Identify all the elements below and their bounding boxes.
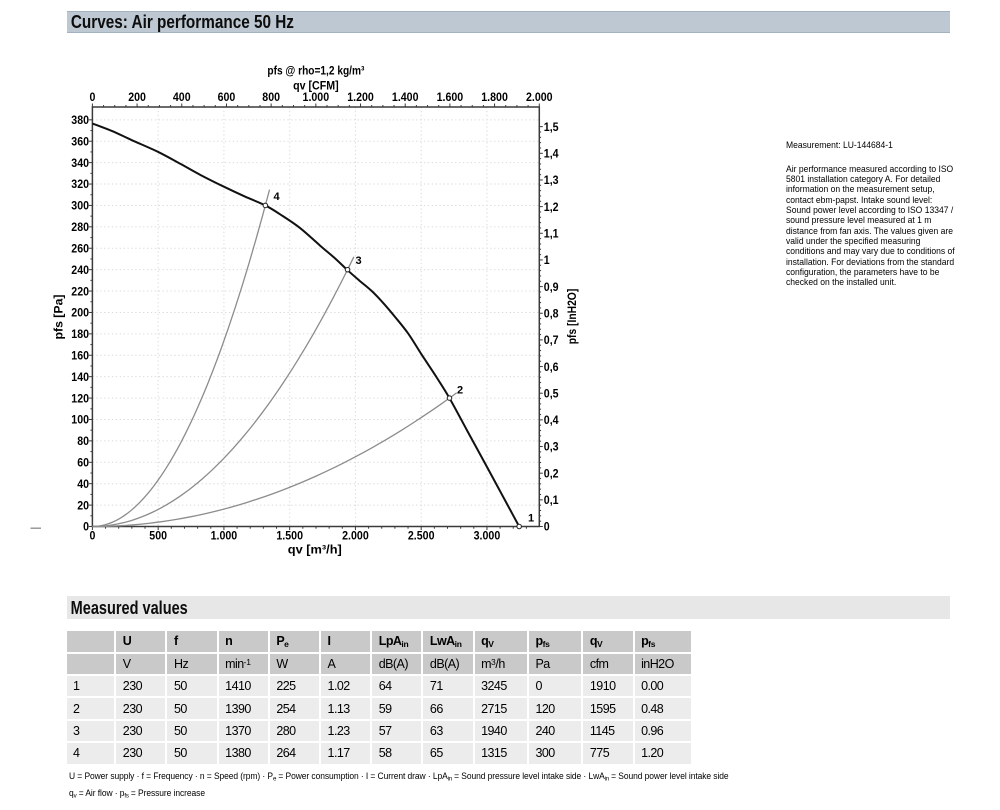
svg-text:0,9: 0,9 xyxy=(544,280,559,294)
svg-text:200: 200 xyxy=(71,306,89,320)
svg-text:140: 140 xyxy=(71,370,89,384)
svg-text:3: 3 xyxy=(355,255,361,267)
svg-text:1,4: 1,4 xyxy=(544,147,559,161)
svg-text:1,5: 1,5 xyxy=(544,120,559,134)
svg-text:160: 160 xyxy=(71,348,89,362)
svg-text:600: 600 xyxy=(218,90,236,104)
svg-text:qv [m³/h]: qv [m³/h] xyxy=(288,543,342,557)
svg-text:0: 0 xyxy=(544,520,550,534)
svg-text:0,7: 0,7 xyxy=(544,333,559,347)
svg-text:100: 100 xyxy=(71,413,89,427)
svg-text:60: 60 xyxy=(77,455,89,469)
svg-text:200: 200 xyxy=(128,90,146,104)
svg-text:380: 380 xyxy=(71,113,89,127)
svg-text:1.200: 1.200 xyxy=(347,90,374,104)
svg-text:240: 240 xyxy=(71,263,89,277)
svg-text:1: 1 xyxy=(544,253,550,267)
svg-text:0,8: 0,8 xyxy=(544,306,559,320)
svg-text:40: 40 xyxy=(77,477,89,491)
svg-text:80: 80 xyxy=(77,434,89,448)
svg-text:2.000: 2.000 xyxy=(526,90,553,104)
svg-text:1,2: 1,2 xyxy=(544,200,559,214)
svg-text:0: 0 xyxy=(89,90,95,104)
svg-text:0,3: 0,3 xyxy=(544,440,559,454)
svg-text:320: 320 xyxy=(71,177,89,191)
svg-text:260: 260 xyxy=(71,241,89,255)
svg-text:4: 4 xyxy=(273,191,280,203)
svg-text:300: 300 xyxy=(71,199,89,213)
svg-text:0,1: 0,1 xyxy=(544,493,559,507)
svg-text:1.600: 1.600 xyxy=(437,90,464,104)
svg-text:360: 360 xyxy=(71,134,89,148)
svg-text:0: 0 xyxy=(83,520,89,534)
svg-text:800: 800 xyxy=(262,90,280,104)
svg-text:1.000: 1.000 xyxy=(211,529,238,543)
svg-text:1,3: 1,3 xyxy=(544,173,559,187)
svg-text:pfs [InH2O]: pfs [InH2O] xyxy=(565,289,579,345)
svg-text:2.000: 2.000 xyxy=(342,529,369,543)
svg-text:2.500: 2.500 xyxy=(408,529,435,543)
svg-text:220: 220 xyxy=(71,284,89,298)
svg-text:pfs [Pa]: pfs [Pa] xyxy=(52,295,66,340)
svg-text:0,2: 0,2 xyxy=(544,466,559,480)
svg-text:180: 180 xyxy=(71,327,89,341)
svg-text:20: 20 xyxy=(77,498,89,512)
svg-text:1: 1 xyxy=(528,512,534,524)
svg-text:280: 280 xyxy=(71,220,89,234)
svg-text:1.800: 1.800 xyxy=(481,90,508,104)
svg-text:0,4: 0,4 xyxy=(544,413,559,427)
svg-text:2: 2 xyxy=(457,385,463,397)
svg-text:1,1: 1,1 xyxy=(544,226,559,240)
svg-text:0: 0 xyxy=(89,529,95,543)
svg-text:pfs @ rho=1,2 kg/m³: pfs @ rho=1,2 kg/m³ xyxy=(267,64,364,78)
svg-text:0,5: 0,5 xyxy=(544,386,559,400)
svg-text:1.400: 1.400 xyxy=(392,90,419,104)
svg-text:500: 500 xyxy=(149,529,167,543)
svg-text:qv [CFM]: qv [CFM] xyxy=(293,79,339,93)
svg-text:1.500: 1.500 xyxy=(276,529,303,543)
svg-text:1.000: 1.000 xyxy=(303,90,330,104)
svg-text:0,6: 0,6 xyxy=(544,360,559,374)
svg-text:400: 400 xyxy=(173,90,191,104)
svg-text:120: 120 xyxy=(71,391,89,405)
svg-text:3.000: 3.000 xyxy=(474,529,501,543)
svg-text:340: 340 xyxy=(71,156,89,170)
